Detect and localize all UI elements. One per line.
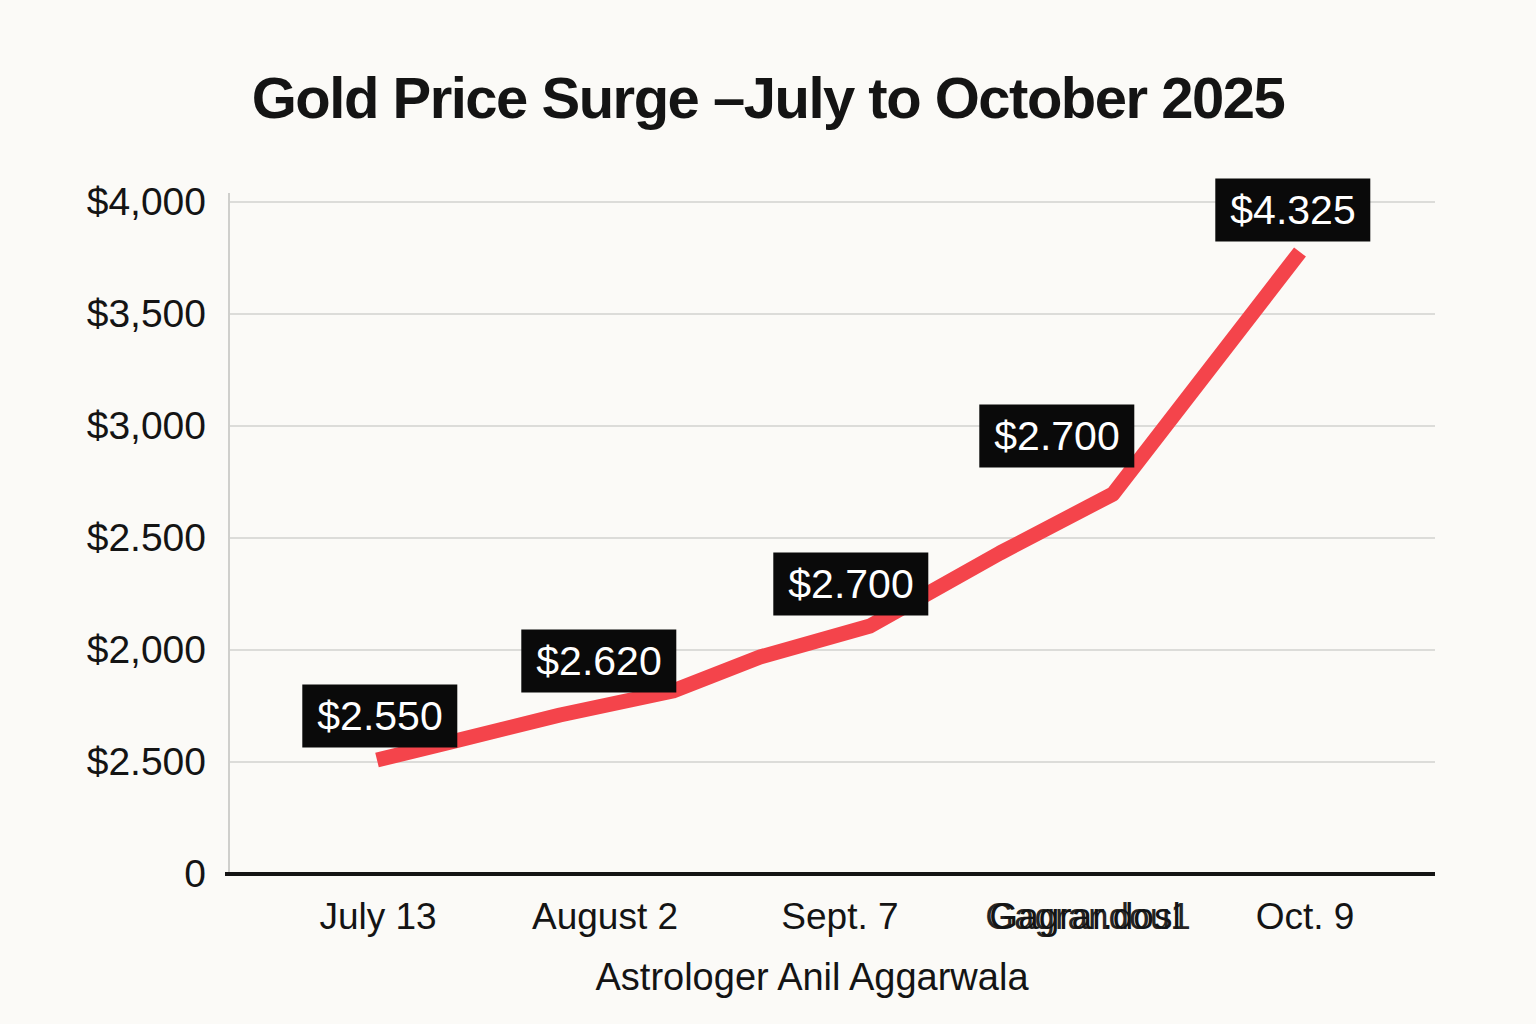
- x-axis-title: Astrologer Anil Aggarwala: [0, 956, 1536, 999]
- price-line: [377, 252, 1300, 760]
- data-label-box: $2.700: [979, 405, 1134, 468]
- data-label-box: $2.550: [302, 685, 457, 748]
- price-line-svg: [0, 0, 1536, 1024]
- data-label-box: $4.325: [1215, 179, 1370, 242]
- chart-canvas: Gold Price Surge –July to October 2025 $…: [0, 0, 1536, 1024]
- data-label-box: $2.620: [521, 630, 676, 693]
- data-label-box: $2.700: [773, 553, 928, 616]
